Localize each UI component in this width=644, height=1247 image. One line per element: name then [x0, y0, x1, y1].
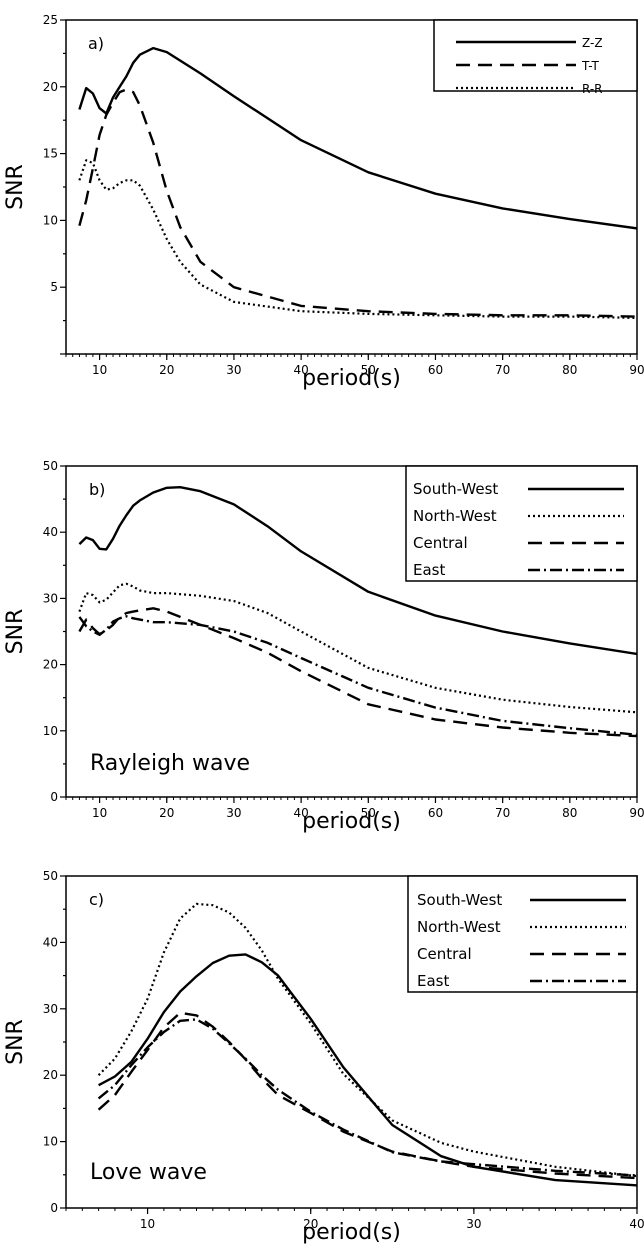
x-tick-label: 70 — [495, 806, 510, 820]
legend-label-north-west: North-West — [417, 918, 501, 936]
legend: South-West North-West Central East — [405, 465, 638, 582]
series-line-r-r — [78, 159, 637, 319]
legend-label-south-west: South-West — [417, 891, 502, 909]
series-line-south-west — [98, 953, 637, 1187]
y-tick-label: 0 — [50, 790, 58, 804]
legend-label-east: East — [413, 561, 445, 579]
legend-box — [433, 19, 638, 92]
x-tick-label: 90 — [629, 806, 644, 820]
chart-panel-c: 10 20 30 40 0 10 20 30 40 50 period(s) SNR c) Love wa… — [3, 869, 644, 1245]
wave-type-annotation: Love wave — [90, 1160, 207, 1185]
legend-label-central: Central — [417, 945, 472, 963]
y-tick-label: 20 — [43, 80, 58, 94]
x-axis-label: period(s) — [302, 366, 401, 391]
x-tick-label: 60 — [428, 806, 443, 820]
x-tick-label: 40 — [629, 1217, 644, 1231]
x-tick-label: 50 — [361, 806, 376, 820]
y-tick-label: 0 — [50, 1201, 58, 1215]
legend-box — [407, 875, 638, 993]
x-tick-label: 10 — [92, 363, 107, 377]
x-tick-label: 80 — [562, 806, 577, 820]
y-tick-label: 10 — [43, 724, 58, 738]
x-axis-label: period(s) — [302, 809, 401, 834]
chart-panel-a: 10 20 30 40 50 60 70 80 90 5 10 15 20 25 period(s) SNR a… — [3, 13, 644, 391]
y-tick-label: 10 — [43, 1135, 58, 1149]
y-tick-label: 40 — [43, 525, 58, 539]
legend-label-r-r: R-R — [582, 82, 603, 96]
legend-label-south-west: South-West — [413, 480, 498, 498]
x-tick-label: 80 — [562, 363, 577, 377]
legend: South-West North-West Central East — [407, 875, 638, 993]
y-axis-label: SNR — [3, 609, 28, 655]
legend: Z-Z T-T R-R — [433, 19, 638, 96]
y-tick-label: 50 — [43, 869, 58, 883]
x-tick-label: 50 — [361, 363, 376, 377]
series-line-central — [78, 607, 637, 738]
y-tick-label: 15 — [43, 147, 58, 161]
panel-label: a) — [88, 34, 104, 53]
series-line-east — [78, 615, 637, 736]
legend-box — [405, 465, 638, 582]
x-tick-label: 40 — [293, 806, 308, 820]
panel-label: b) — [89, 480, 105, 499]
series-line-north-west — [97, 902, 637, 1178]
series-line-south-west — [78, 486, 637, 656]
y-tick-label: 5 — [50, 280, 58, 294]
x-tick-label: 20 — [303, 1217, 318, 1231]
series-line-north-west — [78, 582, 637, 714]
x-tick-label: 40 — [293, 363, 308, 377]
legend-label-central: Central — [413, 534, 468, 552]
y-tick-label: 30 — [43, 591, 58, 605]
legend-label-east: East — [417, 972, 449, 990]
x-tick-label: 20 — [159, 363, 174, 377]
legend-label-z-z: Z-Z — [582, 36, 603, 50]
y-tick-label: 10 — [43, 213, 58, 227]
x-axis-label: period(s) — [302, 1220, 401, 1245]
y-tick-label: 30 — [43, 1002, 58, 1016]
x-tick-label: 10 — [92, 806, 107, 820]
legend-label-north-west: North-West — [413, 507, 497, 525]
y-tick-label: 40 — [43, 935, 58, 949]
y-tick-label: 50 — [43, 459, 58, 473]
x-tick-label: 30 — [466, 1217, 481, 1231]
y-tick-label: 20 — [43, 1068, 58, 1082]
x-tick-label: 90 — [629, 363, 644, 377]
chart-panel-b: 10 20 30 40 50 60 70 80 9001020304050period(s)SN… — [3, 459, 644, 834]
x-tick-label: 30 — [226, 363, 241, 377]
series-line-z-z — [78, 46, 637, 230]
x-tick-label: 10 — [140, 1217, 155, 1231]
x-tick-label: 20 — [159, 806, 174, 820]
panel-label: c) — [89, 890, 104, 909]
x-tick-label: 70 — [495, 363, 510, 377]
series-line-east — [97, 1018, 637, 1177]
series-line-t-t — [78, 88, 637, 318]
y-tick-label: 20 — [43, 658, 58, 672]
x-tick-label: 60 — [428, 363, 443, 377]
legend-label-t-t: T-T — [581, 59, 599, 73]
y-axis-label: SNR — [3, 164, 28, 210]
wave-type-annotation: Rayleigh wave — [90, 751, 250, 776]
y-axis-label: SNR — [3, 1019, 28, 1065]
x-tick-label: 30 — [226, 806, 241, 820]
y-tick-label: 25 — [43, 13, 58, 27]
